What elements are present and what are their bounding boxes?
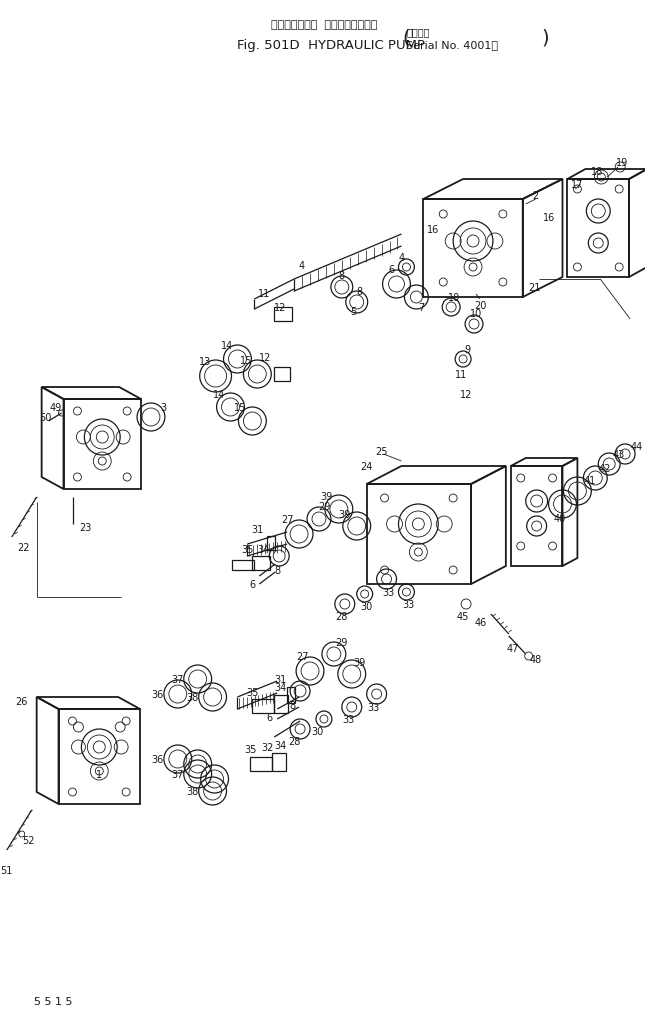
Text: 36: 36	[152, 754, 164, 764]
Text: 8: 8	[357, 286, 362, 297]
Text: 35: 35	[241, 544, 253, 554]
Text: 3: 3	[160, 403, 166, 413]
Text: 11: 11	[455, 370, 467, 380]
Text: Fig. 501D  HYDRAULIC PUMP: Fig. 501D HYDRAULIC PUMP	[237, 39, 426, 51]
Text: 40: 40	[553, 514, 566, 524]
Text: 1: 1	[96, 769, 103, 780]
Text: 28: 28	[335, 611, 348, 622]
Text: Serial No. 4001～: Serial No. 4001～	[406, 40, 499, 50]
Text: 32: 32	[261, 742, 273, 752]
Text: 14: 14	[221, 340, 233, 351]
Text: 10: 10	[448, 292, 461, 303]
Text: 38: 38	[186, 787, 199, 796]
Text: 4: 4	[299, 261, 305, 271]
Text: 37: 37	[172, 675, 184, 685]
Text: 16: 16	[427, 225, 439, 234]
Bar	[267, 536, 275, 550]
Text: 23: 23	[79, 523, 92, 533]
Text: 29: 29	[335, 637, 348, 647]
Text: 45: 45	[457, 611, 470, 622]
Text: 35: 35	[246, 688, 259, 697]
Text: 43: 43	[613, 449, 625, 460]
Text: 19: 19	[616, 158, 628, 168]
Text: 38: 38	[186, 692, 199, 702]
Text: 適用号機: 適用号機	[406, 26, 430, 37]
Text: ): )	[541, 29, 549, 48]
Text: 46: 46	[475, 618, 487, 628]
Text: 14: 14	[213, 389, 226, 399]
Text: 22: 22	[17, 542, 30, 552]
Bar	[250, 757, 272, 771]
Text: 48: 48	[530, 654, 542, 664]
Text: 12: 12	[274, 303, 286, 313]
Text: 27: 27	[296, 651, 308, 661]
Text: 29: 29	[319, 501, 331, 512]
Text: 6: 6	[266, 712, 272, 722]
Text: 9: 9	[464, 344, 470, 355]
Text: 12: 12	[259, 353, 272, 363]
Text: 37: 37	[172, 769, 184, 780]
Text: 31: 31	[251, 525, 263, 535]
Text: 42: 42	[599, 464, 611, 474]
Text: 5 5 1 5: 5 5 1 5	[34, 996, 72, 1006]
Text: 28: 28	[288, 737, 301, 746]
Text: 36: 36	[152, 689, 164, 699]
Text: 39: 39	[339, 510, 351, 520]
Text: ハイドロリック  ポンプ（適用号機: ハイドロリック ポンプ（適用号機	[271, 20, 377, 30]
Text: 10: 10	[470, 309, 482, 319]
Text: 31: 31	[274, 675, 286, 685]
Text: 8: 8	[289, 700, 295, 710]
Text: 13: 13	[199, 357, 211, 367]
Bar	[252, 556, 270, 571]
Text: 7: 7	[418, 303, 424, 313]
Bar	[274, 695, 288, 713]
Text: 52: 52	[23, 836, 35, 845]
Bar	[232, 560, 254, 571]
Bar	[287, 688, 295, 703]
Text: 15: 15	[240, 356, 253, 366]
Text: 12: 12	[460, 389, 472, 399]
Text: 8: 8	[274, 566, 281, 576]
Bar	[274, 368, 290, 382]
Text: 21: 21	[528, 282, 541, 292]
Text: 47: 47	[506, 643, 519, 653]
Text: 25: 25	[375, 446, 388, 457]
Text: 49: 49	[50, 403, 62, 413]
Text: 41: 41	[583, 476, 595, 485]
Text: 5: 5	[351, 307, 357, 317]
Text: (: (	[402, 29, 410, 48]
Text: 20: 20	[474, 301, 486, 311]
Text: 34: 34	[257, 544, 270, 554]
Text: 18: 18	[591, 167, 604, 177]
Text: 30: 30	[311, 727, 323, 737]
Text: 11: 11	[258, 288, 270, 299]
Text: 51: 51	[1, 865, 13, 875]
Text: 4: 4	[399, 253, 404, 263]
Text: 33: 33	[382, 587, 395, 597]
Text: 6: 6	[388, 265, 395, 275]
Text: 34: 34	[274, 740, 286, 750]
Text: 50: 50	[39, 413, 52, 423]
Text: 17: 17	[571, 179, 584, 190]
Text: 34: 34	[274, 683, 286, 692]
Bar	[252, 699, 274, 713]
Text: 30: 30	[361, 601, 373, 611]
Text: 16: 16	[544, 213, 556, 223]
Bar	[274, 308, 292, 322]
Bar	[272, 753, 286, 771]
Text: 15: 15	[234, 403, 246, 413]
Text: 24: 24	[361, 462, 373, 472]
Text: 8: 8	[339, 271, 345, 280]
Text: 39: 39	[353, 657, 366, 667]
Text: 33: 33	[402, 599, 415, 609]
Text: 33: 33	[342, 714, 355, 725]
Text: 2: 2	[533, 191, 539, 201]
Text: 6: 6	[250, 580, 255, 589]
Text: 39: 39	[321, 491, 333, 501]
Text: 26: 26	[15, 696, 28, 706]
Text: 27: 27	[281, 515, 293, 525]
Text: 44: 44	[631, 441, 643, 451]
Text: 33: 33	[368, 702, 380, 712]
Text: 35: 35	[244, 744, 257, 754]
